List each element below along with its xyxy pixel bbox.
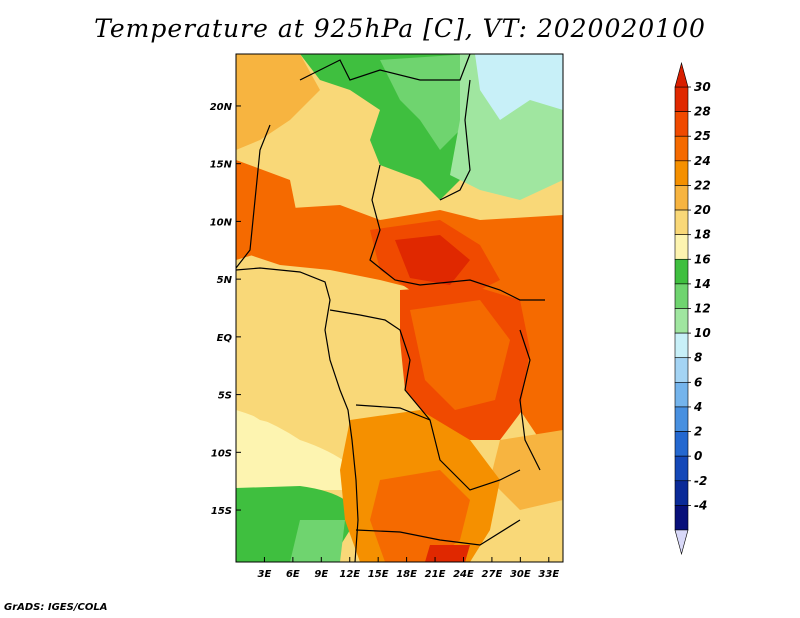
- colorbar-label: 8: [694, 351, 702, 365]
- colorbar-label: 10: [694, 326, 711, 340]
- border-angola-north: [355, 404, 431, 421]
- border-north: [299, 53, 471, 81]
- lon-tick-label: 18E: [396, 569, 417, 580]
- colorbar-segment: [674, 406, 689, 432]
- lon-tick-label: 6E: [286, 569, 300, 580]
- border-chad-sudan: [439, 79, 471, 201]
- colorbar-segment: [674, 258, 689, 285]
- field-lightgreen-north: [380, 54, 470, 150]
- map-frame: [235, 53, 564, 563]
- colorbar-segment: [674, 283, 689, 309]
- field-south-hot: [370, 470, 470, 562]
- colorbar-segment: [674, 431, 689, 457]
- lat-tick-label: 10N: [210, 217, 233, 228]
- colorbar-label: 30: [694, 80, 711, 94]
- lon-tick-label: 9E: [314, 569, 328, 580]
- lon-tick-label: 27E: [482, 569, 503, 580]
- border-great-lakes: [519, 329, 541, 471]
- border-angola-south: [355, 519, 521, 546]
- credit-text: GrADS: IGES/COLA: [4, 602, 108, 613]
- lon-tick-label: 24E: [453, 569, 474, 580]
- field-coastal-warm: [236, 260, 350, 430]
- lat-tick-label: 15S: [211, 506, 232, 517]
- colorbar-label: 6: [694, 375, 702, 389]
- colorbar-segment: [674, 185, 689, 211]
- boundaries: [235, 53, 545, 563]
- field-southeast-warm: [490, 430, 563, 510]
- field-cool-southwest: [236, 410, 350, 490]
- field-warm-northwest: [236, 54, 320, 150]
- colorbar-segment: [674, 382, 689, 408]
- colorbar-label: 18: [694, 228, 711, 242]
- colorbar-label: 24: [694, 154, 711, 168]
- lon-tick-label: 15E: [368, 569, 389, 580]
- field-cyan-northeast: [475, 54, 563, 120]
- border-west: [235, 124, 271, 269]
- colorbar-segment: [674, 357, 689, 383]
- lat-tick-label: EQ: [217, 333, 233, 344]
- colorbar-label: 12: [694, 302, 711, 316]
- chart-title: Temperature at 925hPa [C], VT: 202002010…: [94, 14, 706, 43]
- colorbar-label: 25: [694, 129, 711, 143]
- lat-tick-label: 5N: [217, 275, 233, 286]
- colorbar-segment: [674, 455, 689, 482]
- lat-tick-label: 20N: [210, 102, 233, 113]
- lat-axis: 20N 15N 10N 5N EQ 5S 10S 15S: [210, 102, 241, 517]
- colorbar-label: 2: [694, 425, 702, 439]
- colorbar-label: 28: [694, 105, 711, 119]
- colorbar-segment: [674, 332, 689, 359]
- colorbar-label: 16: [694, 252, 711, 266]
- lon-axis: 3E 6E 9E 12E 15E 18E 21E 24E 27E 30E 33E: [258, 557, 559, 580]
- colorbar-top-arrow: [674, 61, 689, 88]
- colorbar-segment: [674, 111, 689, 137]
- lon-tick-label: 3E: [258, 569, 272, 580]
- coastline: [235, 267, 359, 563]
- colorbar-segment: [674, 209, 689, 235]
- field-south-hottest: [425, 545, 470, 562]
- lon-tick-label: 30E: [510, 569, 531, 580]
- colorbar-segment: [674, 135, 689, 162]
- colorbar-label: 20: [694, 203, 711, 217]
- temperature-field: [236, 54, 563, 562]
- colorbar-label: -4: [694, 498, 707, 512]
- lat-tick-label: 15N: [210, 160, 233, 171]
- field-lightgreen-southwest: [290, 520, 345, 562]
- colorbar-segment: [674, 160, 689, 186]
- lat-tick-label: 10S: [211, 448, 232, 459]
- colorbar-label: 0: [694, 449, 702, 463]
- colorbar-label: 22: [694, 178, 711, 192]
- border-congo: [329, 309, 521, 491]
- lon-tick-label: 12E: [339, 569, 360, 580]
- colorbar-segment: [674, 86, 689, 112]
- field-hottest-core: [395, 235, 470, 285]
- colorbar-segment: [674, 234, 689, 260]
- colorbar-bottom-arrow: [674, 529, 689, 556]
- lat-tick-label: 5S: [218, 391, 232, 402]
- colorbar-label: -2: [694, 474, 707, 488]
- field-congo-core: [410, 300, 510, 410]
- colorbar-segment: [674, 480, 689, 506]
- lon-tick-label: 33E: [538, 569, 559, 580]
- lon-tick-label: 21E: [425, 569, 446, 580]
- colorbar-label: 14: [694, 277, 711, 291]
- colorbar-segment: [674, 308, 689, 334]
- field-east-warm: [520, 290, 563, 440]
- colorbar-segment: [674, 505, 689, 531]
- border-central: [369, 164, 545, 301]
- colorbar-label: 4: [693, 400, 702, 414]
